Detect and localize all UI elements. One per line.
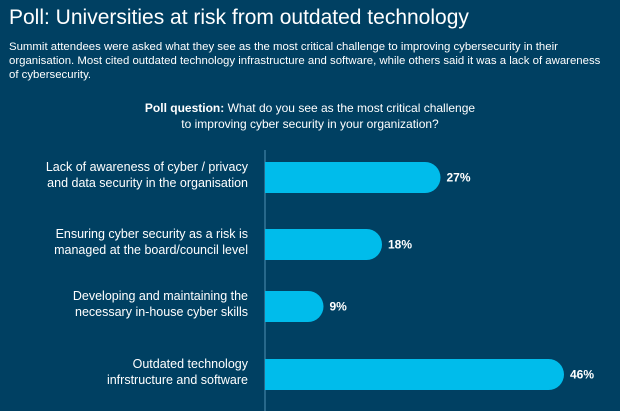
value-label-1: 18% bbox=[388, 238, 412, 252]
poll-question: Poll question: What do you see as the mo… bbox=[60, 100, 560, 132]
category-label-0: Lack of awareness of cyber / privacy and … bbox=[46, 160, 249, 190]
poll-question-line1: What do you see as the most critical cha… bbox=[227, 101, 476, 115]
value-label-3: 46% bbox=[570, 368, 594, 382]
bar-0 bbox=[265, 162, 441, 193]
bar-1 bbox=[265, 229, 382, 260]
value-label-0: 27% bbox=[447, 171, 471, 185]
page-subtitle: Summit attendees were asked what they se… bbox=[9, 41, 601, 81]
category-label-1: Ensuring cyber security as a risk is mana… bbox=[54, 227, 248, 257]
category-label-2: Developing and maintaining the necessary … bbox=[73, 289, 248, 319]
poll-question-label: Poll question: bbox=[144, 101, 225, 115]
bar-3 bbox=[265, 359, 564, 390]
value-label-2: 9% bbox=[330, 300, 348, 314]
page-title: Poll: Universities at risk from outdated… bbox=[9, 6, 469, 29]
bar-2 bbox=[265, 291, 324, 322]
poll-question-line2: to improving cyber security in your orga… bbox=[181, 117, 439, 131]
category-label-3: Outdated technology infrstructure and sof… bbox=[107, 357, 249, 387]
